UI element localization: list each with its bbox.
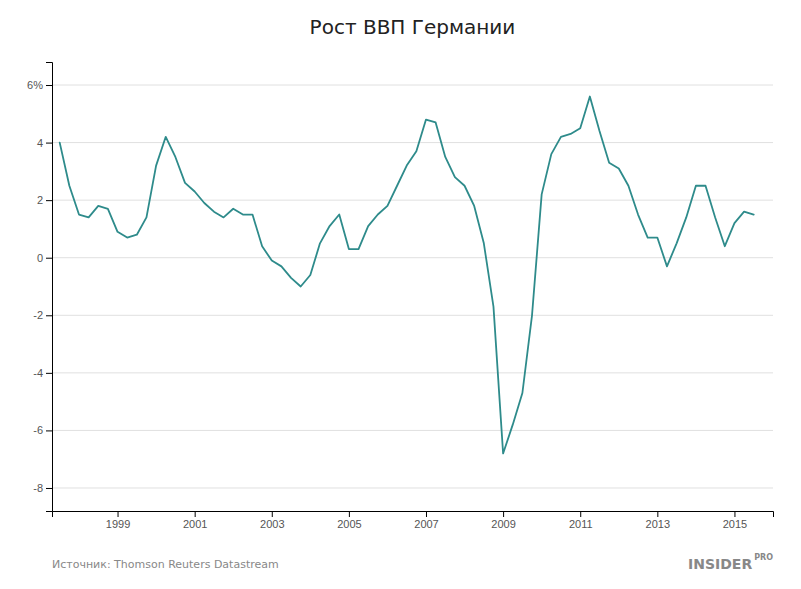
x-tick-label: 1999	[106, 518, 130, 530]
x-tick-label: 2011	[569, 518, 593, 530]
y-tick-label: 6%	[27, 79, 43, 91]
x-tick-mark	[503, 511, 504, 517]
x-tick-label: 2003	[260, 518, 284, 530]
y-tick: -8	[33, 482, 52, 494]
y-tick-mark	[46, 430, 52, 431]
y-tick-label: 0	[37, 252, 43, 264]
grid-line	[52, 200, 773, 201]
x-tick-mark	[349, 511, 350, 517]
x-tick: 2009	[491, 511, 515, 530]
y-tick: -6	[33, 424, 52, 436]
x-tick-mark	[580, 511, 581, 517]
x-tick-label: 2001	[183, 518, 207, 530]
x-tick-label: 2015	[723, 518, 747, 530]
chart-svg: 1999 2001 2003 2005 2007 2009 2011 2013 2015 -8 -6…	[0, 0, 801, 589]
y-tick-mark	[46, 315, 52, 316]
y-tick: -4	[33, 367, 52, 379]
y-axis-line	[46, 63, 53, 512]
y-tick-label: -2	[33, 309, 43, 321]
y-tick-label: -8	[33, 482, 43, 494]
y-tick-label: -4	[33, 367, 43, 379]
x-tick-mark	[118, 511, 119, 517]
y-tick: 6%	[27, 79, 52, 91]
marks	[60, 97, 754, 454]
y-tick-label: 2	[37, 194, 43, 206]
plot-area: 1999 2001 2003 2005 2007 2009 2011 2013 2015 -8 -6…	[27, 63, 773, 530]
y-tick-mark	[46, 143, 52, 144]
x-axis: 1999 2001 2003 2005 2007 2009 2011 2013 2015	[53, 511, 774, 530]
x-tick: 2015	[723, 511, 747, 530]
x-tick: 2007	[414, 511, 438, 530]
x-tick: 2001	[183, 511, 207, 530]
y-tick: 4	[37, 137, 52, 149]
x-tick-label: 2013	[646, 518, 670, 530]
y-tick-mark	[46, 258, 52, 259]
y-tick-mark	[46, 200, 52, 201]
y-tick-mark	[46, 85, 52, 86]
x-tick: 2013	[646, 511, 670, 530]
brand-text: INSIDER	[688, 556, 752, 572]
x-axis-line	[53, 512, 774, 518]
x-tick-mark	[195, 511, 196, 517]
x-tick: 1999	[106, 511, 130, 530]
x-tick-mark	[657, 511, 658, 517]
y-tick-mark	[46, 373, 52, 374]
chart-title: Рост ВВП Германии	[310, 15, 516, 39]
x-tick: 2011	[569, 511, 593, 530]
grid-line	[52, 315, 773, 316]
chart-container: 1999 2001 2003 2005 2007 2009 2011 2013 2015 -8 -6…	[0, 0, 801, 589]
grid	[52, 85, 773, 488]
grid-line	[52, 85, 773, 86]
grid-line	[52, 372, 773, 373]
y-axis: -8 -6 -4 -2 0 2 4 6%	[27, 63, 52, 512]
source-text: Источник: Thomson Reuters Datastream	[52, 558, 279, 571]
y-tick-mark	[46, 488, 52, 489]
y-tick: -2	[33, 309, 52, 321]
x-tick-label: 2009	[491, 518, 515, 530]
brand-sub-text: PRO	[754, 553, 773, 562]
y-tick: 0	[37, 252, 52, 264]
grid-line	[52, 142, 773, 143]
x-tick-label: 2005	[337, 518, 361, 530]
x-tick-mark	[272, 511, 273, 517]
x-tick-label: 2007	[414, 518, 438, 530]
x-tick-mark	[426, 511, 427, 517]
grid-line	[52, 430, 773, 431]
x-tick: 2005	[337, 511, 361, 530]
y-tick: 2	[37, 194, 52, 206]
y-tick-label: -6	[33, 424, 43, 436]
data-line	[60, 97, 754, 454]
x-tick: 2003	[260, 511, 284, 530]
grid-line	[52, 487, 773, 488]
x-tick-mark	[734, 511, 735, 517]
y-tick-label: 4	[37, 137, 43, 149]
